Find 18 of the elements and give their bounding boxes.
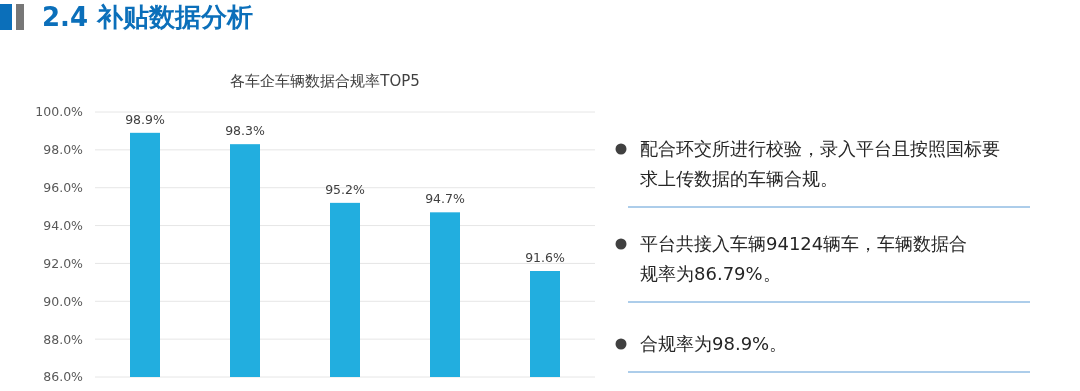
y-tick-label: 92.0% [43,255,84,271]
data-label: 98.9% [125,111,165,127]
text: 合规率为98.9%。 [640,333,788,354]
y-tick-label: 94.0% [43,217,84,233]
chart-title: 各车企车辆数据合规率TOP5 [230,72,420,90]
data-label: 98.3% [225,123,265,139]
y-tick-label: 86.0% [43,369,84,385]
data-label: 94.7% [425,191,465,207]
y-tick-label: 96.0% [43,180,84,196]
y-tick-label: 100.0% [35,104,84,120]
y-tick-label: 98.0% [43,142,84,158]
text: 平台共接入车辆94124辆车，车辆数据合规率为86.79%。 [640,233,968,284]
y-tick-label: 90.0% [43,293,84,309]
data-label: 95.2% [325,181,365,197]
y-tick-label: 88.0% [43,331,84,347]
data-label: 91.6% [525,250,565,265]
text: 配合环交所进行校验，录入平台且按照国标要求上传数据的车辆合规。 [640,138,1000,189]
text: 2.4 补贴数据分析 [42,2,254,32]
